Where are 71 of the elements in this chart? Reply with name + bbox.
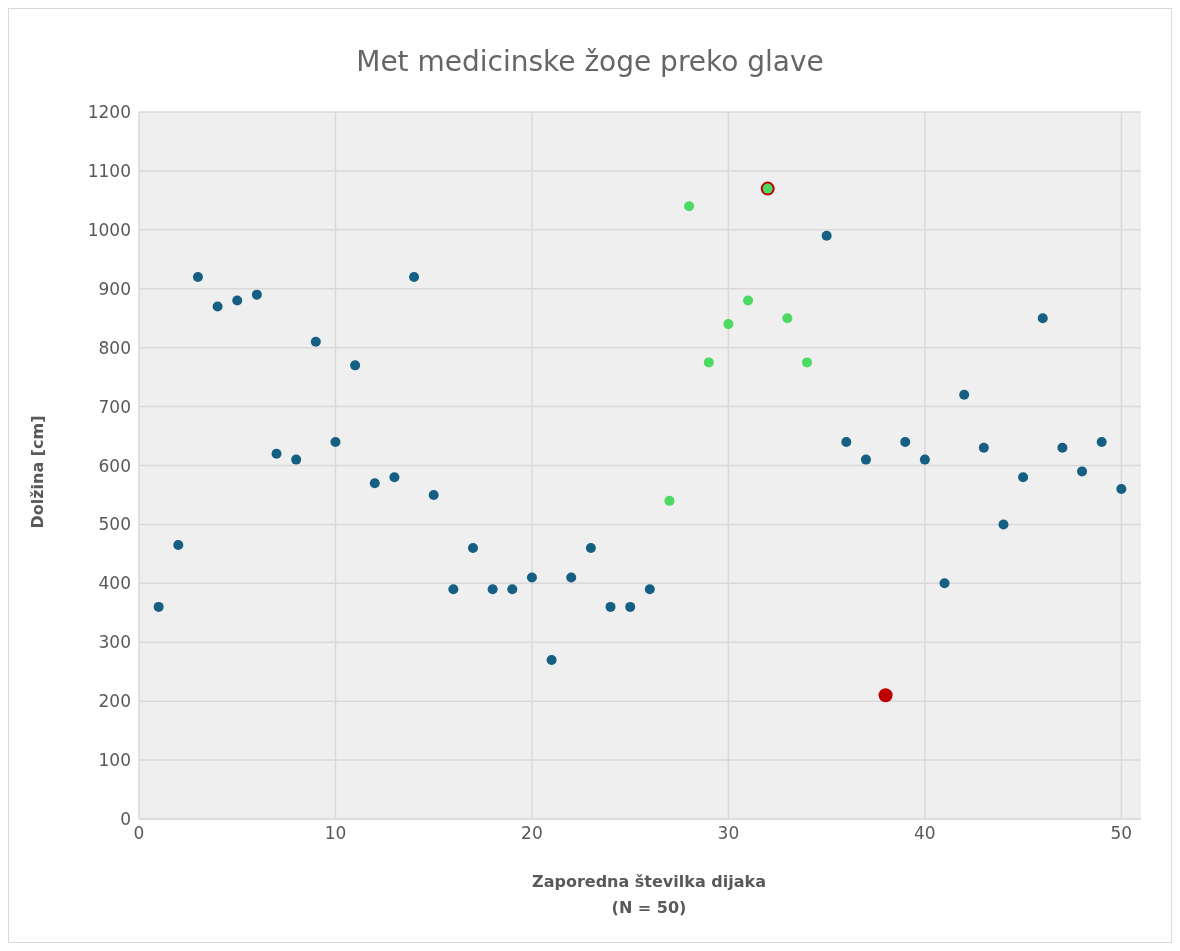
- y-tick-label: 200: [98, 691, 131, 712]
- x-tick-label: 10: [324, 823, 347, 844]
- point: [251, 289, 262, 300]
- point: [743, 295, 754, 306]
- x-axis-title: Zaporedna številka dijaka (N = 50): [531, 871, 767, 919]
- point: [841, 436, 852, 447]
- y-tick-label: 300: [98, 632, 131, 653]
- point: [625, 601, 636, 612]
- point: [723, 319, 734, 330]
- y-axis-title: Dolžina [cm]: [27, 415, 47, 529]
- point: [939, 578, 950, 589]
- point: [153, 601, 164, 612]
- point: [291, 454, 302, 465]
- point: [526, 572, 537, 583]
- point: [428, 489, 439, 500]
- point: [232, 295, 243, 306]
- y-tick-label: 700: [98, 396, 131, 417]
- point: [507, 584, 518, 595]
- x-tick-label: 40: [914, 823, 936, 844]
- y-tick-label: 600: [98, 455, 131, 476]
- point: [703, 357, 714, 368]
- point: [959, 389, 970, 400]
- point: [782, 313, 793, 324]
- point: [271, 448, 282, 459]
- y-tick-label: 1200: [87, 102, 131, 123]
- point: [546, 654, 557, 665]
- point: [644, 584, 655, 595]
- point: [310, 336, 321, 347]
- point: [900, 436, 911, 447]
- x-tick-label: 50: [1110, 823, 1133, 844]
- y-tick-label: 0: [120, 809, 131, 830]
- point: [1096, 436, 1107, 447]
- x-tick-label: 20: [521, 823, 543, 844]
- y-tick-label: 1100: [87, 160, 131, 181]
- point: [212, 301, 223, 312]
- x-tick-label: 0: [133, 823, 145, 844]
- x-tick-label: 30: [717, 823, 740, 844]
- y-tick-label: 400: [98, 573, 131, 594]
- point: [1037, 313, 1048, 324]
- point: [409, 271, 420, 282]
- point: [860, 454, 871, 465]
- point: [487, 584, 498, 595]
- y-tick-label: 100: [98, 750, 131, 771]
- point: [821, 230, 832, 241]
- y-tick-label: 1000: [87, 219, 131, 240]
- point: [468, 542, 478, 553]
- point: [684, 201, 695, 212]
- point: [1077, 466, 1088, 477]
- y-tick-label: 900: [98, 278, 131, 299]
- point: [998, 519, 1009, 530]
- point: [173, 540, 184, 551]
- point: [389, 472, 400, 483]
- y-tick-label: 800: [98, 337, 131, 358]
- point: [330, 436, 341, 447]
- point: [605, 601, 616, 612]
- point: [448, 584, 459, 595]
- point: [664, 495, 675, 506]
- point: [1116, 484, 1127, 495]
- point: [1057, 442, 1068, 453]
- point: [878, 688, 893, 703]
- point: [192, 271, 203, 282]
- point: [978, 442, 989, 453]
- point: [585, 542, 596, 553]
- point: [369, 478, 380, 489]
- point: [1018, 472, 1029, 483]
- point: [919, 454, 930, 465]
- point: [802, 357, 812, 368]
- point: [566, 572, 577, 583]
- point: [350, 360, 361, 371]
- y-tick-label: 500: [98, 514, 131, 535]
- chart-title: Met medicinske žoge preko glave: [355, 45, 825, 78]
